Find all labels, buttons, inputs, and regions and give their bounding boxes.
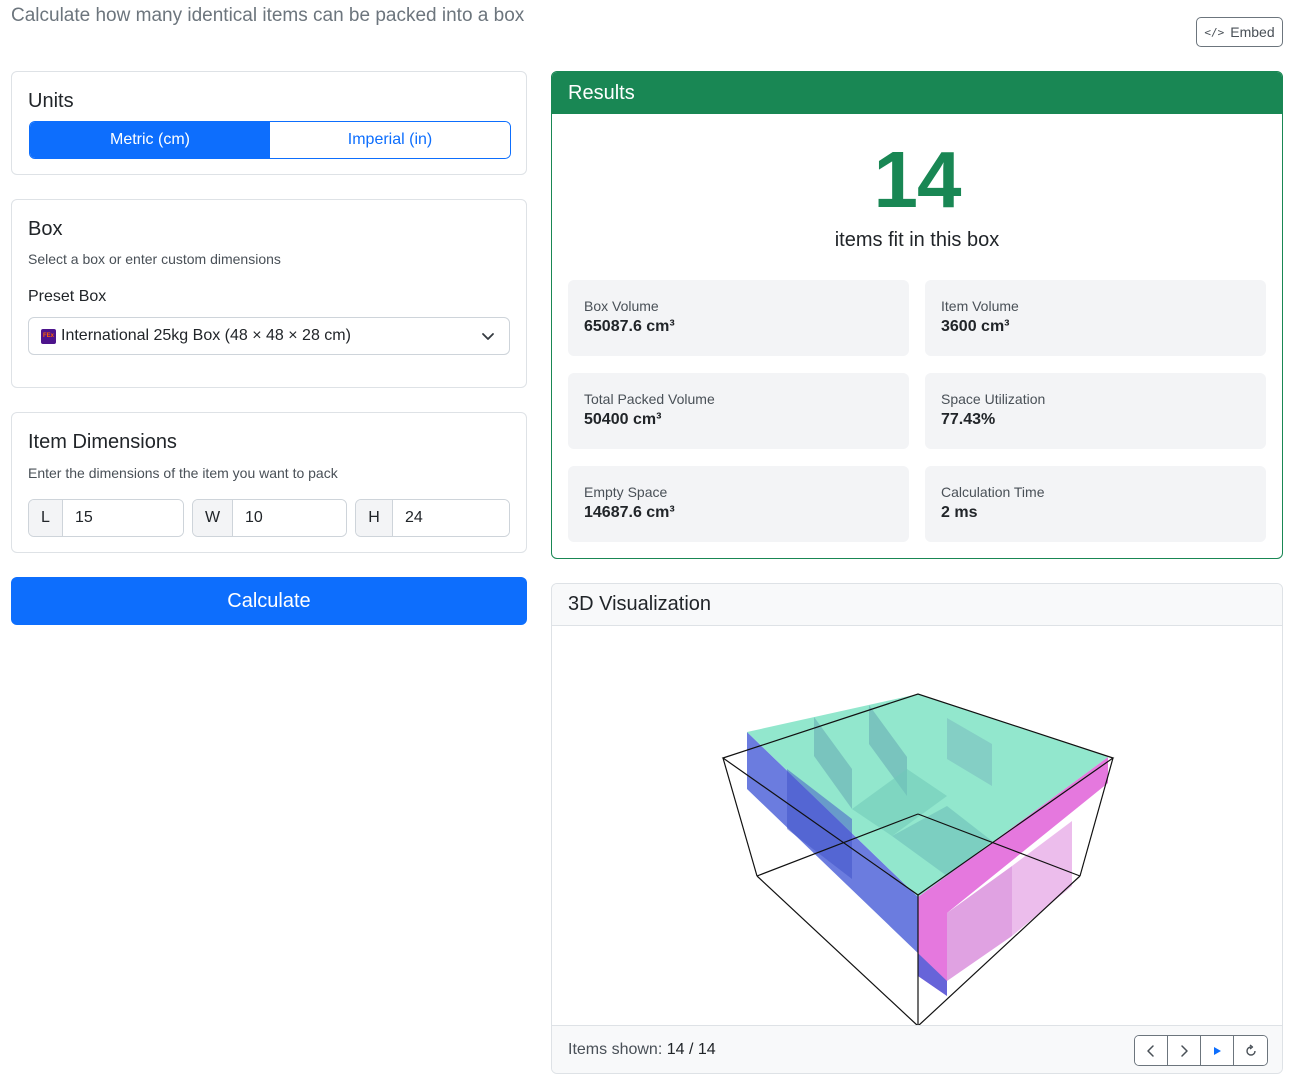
chevron-right-icon bbox=[1181, 1044, 1188, 1057]
stat-value: 50400 cm³ bbox=[584, 411, 662, 428]
stat-empty-space: Empty Space 14687.6 cm³ bbox=[568, 466, 909, 542]
stat-box-volume: Box Volume 65087.6 cm³ bbox=[568, 280, 909, 356]
carrier-logo-icon: FEx bbox=[41, 328, 56, 344]
height-addon: H bbox=[356, 500, 393, 536]
stat-label: Space Utilization bbox=[941, 391, 1046, 407]
reset-button[interactable] bbox=[1234, 1036, 1267, 1065]
units-card: Units Metric (cm) Imperial (in) bbox=[11, 71, 527, 175]
units-title: Units bbox=[28, 90, 74, 112]
stat-value: 3600 cm³ bbox=[941, 318, 1010, 335]
stat-value: 14687.6 cm³ bbox=[584, 504, 675, 521]
visualization-footer: Items shown: 14 / 14 bbox=[552, 1025, 1282, 1073]
item-title: Item Dimensions bbox=[28, 431, 177, 453]
stat-label: Calculation Time bbox=[941, 484, 1045, 500]
box-subtitle: Select a box or enter custom dimensions bbox=[28, 251, 281, 267]
preset-box-select[interactable]: FEx International 25kg Box (48 × 48 × 28… bbox=[28, 317, 510, 355]
stat-label: Box Volume bbox=[584, 298, 659, 314]
items-shown-label: Items shown: bbox=[568, 1041, 663, 1058]
stat-space-utilization: Space Utilization 77.43% bbox=[925, 373, 1266, 449]
metric-option[interactable]: Metric (cm) bbox=[30, 122, 270, 158]
width-addon: W bbox=[193, 500, 233, 536]
preset-box-value: International 25kg Box (48 × 48 × 28 cm) bbox=[61, 327, 351, 344]
box-title: Box bbox=[28, 218, 63, 240]
packed-items-right-face bbox=[918, 757, 1108, 996]
chevron-down-icon bbox=[482, 333, 494, 340]
preset-box-label: Preset Box bbox=[28, 288, 107, 305]
stat-item-volume: Item Volume 3600 cm³ bbox=[925, 280, 1266, 356]
chevron-left-icon bbox=[1147, 1044, 1154, 1057]
stat-label: Item Volume bbox=[941, 298, 1019, 314]
stat-value: 2 ms bbox=[941, 504, 978, 521]
imperial-option[interactable]: Imperial (in) bbox=[270, 122, 510, 158]
visualization-title: 3D Visualization bbox=[552, 584, 1282, 626]
item-divider bbox=[787, 769, 852, 879]
items-count-label: items fit in this box bbox=[834, 229, 1000, 251]
stat-label: Empty Space bbox=[584, 484, 668, 500]
units-toggle: Metric (cm) Imperial (in) bbox=[29, 121, 511, 159]
stat-total-packed-volume: Total Packed Volume 50400 cm³ bbox=[568, 373, 909, 449]
height-field: H 24 bbox=[355, 499, 510, 537]
height-input[interactable]: 24 bbox=[393, 500, 509, 536]
play-button[interactable] bbox=[1201, 1036, 1234, 1065]
calculate-button[interactable]: Calculate bbox=[11, 577, 527, 625]
next-button[interactable] bbox=[1168, 1036, 1201, 1065]
item-divider bbox=[947, 866, 1012, 981]
box-card: Box Select a box or enter custom dimensi… bbox=[11, 199, 527, 388]
results-title: Results bbox=[552, 72, 1282, 114]
width-field: W 10 bbox=[192, 499, 347, 537]
item-divider bbox=[852, 769, 947, 836]
width-input[interactable]: 10 bbox=[233, 500, 346, 536]
item-subtitle: Enter the dimensions of the item you wan… bbox=[28, 465, 338, 481]
item-divider bbox=[869, 705, 907, 796]
code-icon: </> bbox=[1204, 25, 1225, 39]
items-shown-value: 14 / 14 bbox=[666, 1041, 716, 1058]
embed-button[interactable]: </> Embed bbox=[1196, 17, 1283, 47]
length-field: L 15 bbox=[28, 499, 184, 537]
stat-value: 65087.6 cm³ bbox=[584, 318, 675, 335]
length-addon: L bbox=[29, 500, 63, 536]
results-card: Results 14 items fit in this box Box Vol… bbox=[551, 71, 1283, 559]
stat-calculation-time: Calculation Time 2 ms bbox=[925, 466, 1266, 542]
visualization-card: 3D Visualization Items shown: bbox=[551, 583, 1283, 1074]
item-divider bbox=[892, 806, 992, 876]
embed-label: Embed bbox=[1230, 24, 1275, 40]
items-count: 14 bbox=[873, 135, 962, 224]
item-divider bbox=[947, 718, 992, 786]
play-icon bbox=[1214, 1046, 1221, 1055]
stat-value: 77.43% bbox=[941, 411, 996, 428]
length-input[interactable]: 15 bbox=[63, 500, 183, 536]
item-divider bbox=[1012, 821, 1072, 936]
playback-controls bbox=[1134, 1035, 1268, 1066]
page-subtitle: Calculate how many identical items can b… bbox=[11, 5, 525, 26]
reset-icon bbox=[1245, 1043, 1256, 1056]
stat-label: Total Packed Volume bbox=[584, 391, 715, 407]
item-dimensions-card: Item Dimensions Enter the dimensions of … bbox=[11, 412, 527, 553]
box-wireframe bbox=[721, 693, 1115, 1026]
items-shown: Items shown: 14 / 14 bbox=[568, 1041, 716, 1059]
packing-3d-canvas[interactable] bbox=[552, 626, 1282, 1026]
item-divider bbox=[814, 717, 852, 809]
previous-button[interactable] bbox=[1135, 1036, 1168, 1065]
